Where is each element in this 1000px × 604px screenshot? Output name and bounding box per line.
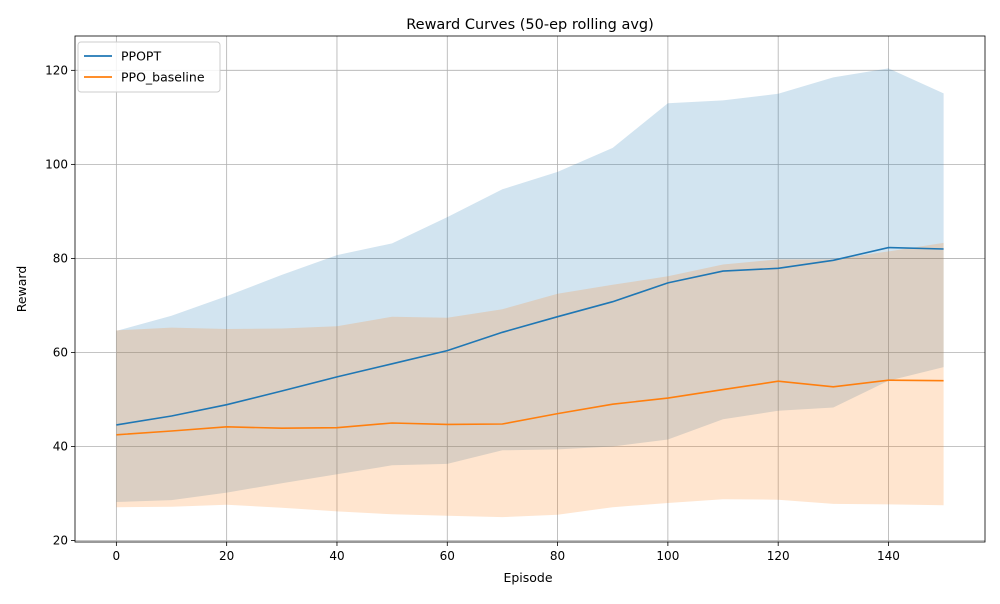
confidence-bands bbox=[116, 68, 944, 518]
series-lines bbox=[116, 246, 944, 436]
band-PPOPT bbox=[116, 68, 944, 503]
line-PPOPT bbox=[116, 246, 944, 426]
legend: PPOPT PPO_baseline bbox=[77, 41, 221, 93]
x-tick-label: 20 bbox=[219, 549, 234, 563]
y-tick-label: 100 bbox=[45, 157, 68, 171]
band-PPO_baseline bbox=[116, 242, 944, 518]
x-tick-label: 140 bbox=[877, 549, 900, 563]
y-tick-label: 40 bbox=[53, 440, 68, 454]
y-tick-label: 20 bbox=[53, 534, 68, 548]
x-tick-label: 80 bbox=[550, 549, 565, 563]
y-tick-label: 80 bbox=[53, 251, 68, 265]
y-axis-ticks: 20 40 60 80 100 120 bbox=[45, 63, 75, 548]
x-axis-ticks: 0 20 40 60 80 100 120 140 bbox=[113, 542, 900, 563]
x-tick-label: 40 bbox=[329, 549, 344, 563]
y-axis-label: Reward bbox=[14, 266, 29, 313]
x-axis-label: Episode bbox=[503, 570, 552, 585]
legend-label: PPO_baseline bbox=[121, 70, 205, 85]
legend-box bbox=[77, 41, 221, 93]
chart-title: Reward Curves (50-ep rolling avg) bbox=[406, 17, 654, 33]
grid-lines bbox=[75, 36, 985, 542]
y-tick-label: 120 bbox=[45, 63, 68, 77]
line-PPO_baseline bbox=[116, 379, 944, 436]
x-tick-label: 120 bbox=[767, 549, 790, 563]
plot-frame bbox=[74, 35, 986, 543]
x-tick-label: 100 bbox=[656, 549, 679, 563]
legend-label: PPOPT bbox=[121, 49, 161, 64]
x-tick-label: 0 bbox=[113, 549, 121, 563]
x-tick-label: 60 bbox=[440, 549, 455, 563]
y-tick-label: 60 bbox=[53, 345, 68, 359]
